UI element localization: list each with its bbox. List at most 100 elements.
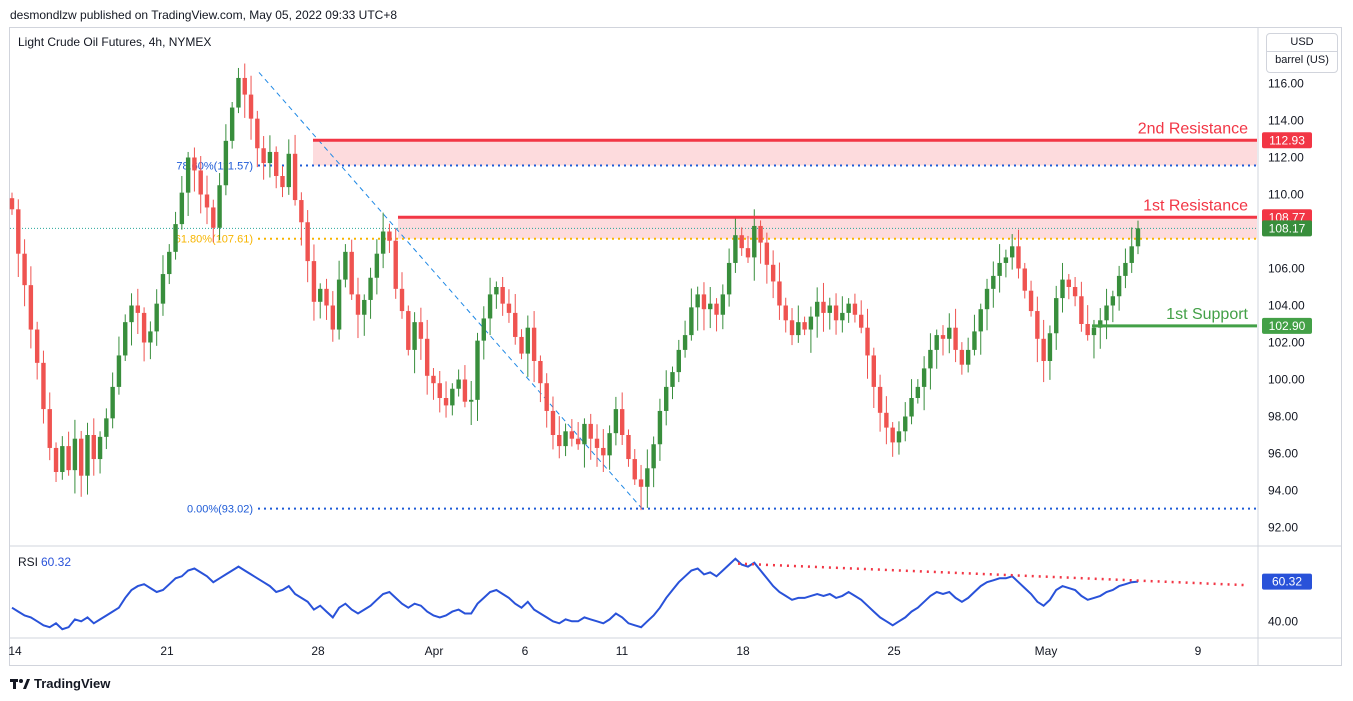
candle-body [387,231,392,241]
candle-body [393,240,398,289]
candle-body [745,248,751,258]
candle-body [802,322,807,330]
level-label: 1st Resistance [1143,197,1248,214]
candle-body [726,262,732,295]
candle-body [280,176,285,188]
price-tick-label: 92.00 [1268,521,1298,535]
candle-body [299,200,304,223]
symbol-title: Light Crude Oil Futures, 4h, NYMEX [18,35,211,49]
candle-body [198,170,203,195]
candle-body [336,279,342,330]
price-tick-label: 98.00 [1268,410,1298,424]
candle-body [1116,275,1122,297]
rsi-label: RSI [18,555,38,569]
candle-body [368,277,373,300]
candle-body [229,107,235,141]
last-price-tag-label: 108.17 [1269,221,1306,235]
candle-body [41,362,46,410]
candle-body [110,386,115,419]
currency-label: USD [1290,36,1314,48]
candle-body [708,303,713,310]
candle-body [506,303,512,313]
candle-body [557,435,562,447]
candle-body [965,349,971,365]
rsi-tick-label: 40.00 [1268,614,1298,628]
candle-body [808,316,814,330]
candle-body [1098,320,1103,328]
candle-body [104,418,109,437]
time-tick-label: 21 [160,644,174,658]
candle-body [632,459,637,480]
tradingview-branding[interactable]: TradingView [10,676,110,691]
candle-body [594,438,600,448]
candle-body [9,198,15,210]
candle-body [324,288,329,306]
candle-body [852,303,858,315]
candle-body [720,294,726,315]
candle-body [242,77,247,95]
candle-body [657,410,663,445]
candle-body [1054,298,1059,334]
candle-body [135,305,141,313]
candle-body [22,253,27,286]
candle-body [1060,279,1065,299]
chart-frame [9,27,1342,666]
candle-body [877,386,883,413]
candle-body [179,192,185,225]
candle-body [311,261,317,302]
price-tick-label: 94.00 [1268,484,1298,498]
candle-body [582,423,587,445]
candle-body [91,435,96,460]
candle-body [915,386,921,398]
level-label: 1st Support [1166,306,1248,323]
candle-body [758,225,763,243]
candle-body [896,431,902,443]
candle-body [1047,333,1053,361]
candle-body [531,327,537,361]
candle-body [588,423,593,439]
price-tick-label: 112.00 [1268,151,1304,165]
time-tick-label: 14 [8,644,22,658]
rsi-value-label: 60.32 [41,555,71,569]
candle-body [1028,290,1034,312]
candle-body [362,299,367,315]
candle-body [978,309,983,332]
time-tick-label: May [1035,644,1058,658]
candle-body [292,153,298,201]
candle-body [185,157,191,193]
candle-body [645,468,650,487]
candle-body [53,447,59,472]
candle-body [764,242,770,265]
candle-body [412,322,417,350]
candle-body [921,368,927,387]
candle-body [330,305,336,330]
candle-body [519,336,524,354]
candle-body [544,383,549,411]
candle-body [1135,228,1141,247]
price-tag [1262,317,1312,334]
fib-level-label: 0.00%(93.02) [187,504,253,516]
resistance-zone [313,140,1257,166]
price-tick-label: 96.00 [1268,447,1298,461]
candle-body [928,349,933,369]
candle-body [934,335,939,350]
fib-trendline [258,72,643,509]
candle-body [349,251,354,295]
time-tick-label: 9 [1195,644,1202,658]
candle-body [274,151,279,176]
candle-body [884,412,889,428]
candle-body [890,427,895,443]
candle-body [777,281,782,306]
candle-body [752,225,757,258]
candle-body [575,438,581,445]
candle-body [406,311,411,350]
candle-body [689,307,694,336]
candle-body [840,312,845,321]
resistance-zone [398,217,1257,239]
last-price-tag [1262,220,1312,237]
candle-body [1041,338,1046,361]
currency-unit-selector[interactable]: USD barrel (US) [1266,33,1338,73]
candle-body [494,287,499,295]
candle-body [947,327,952,339]
